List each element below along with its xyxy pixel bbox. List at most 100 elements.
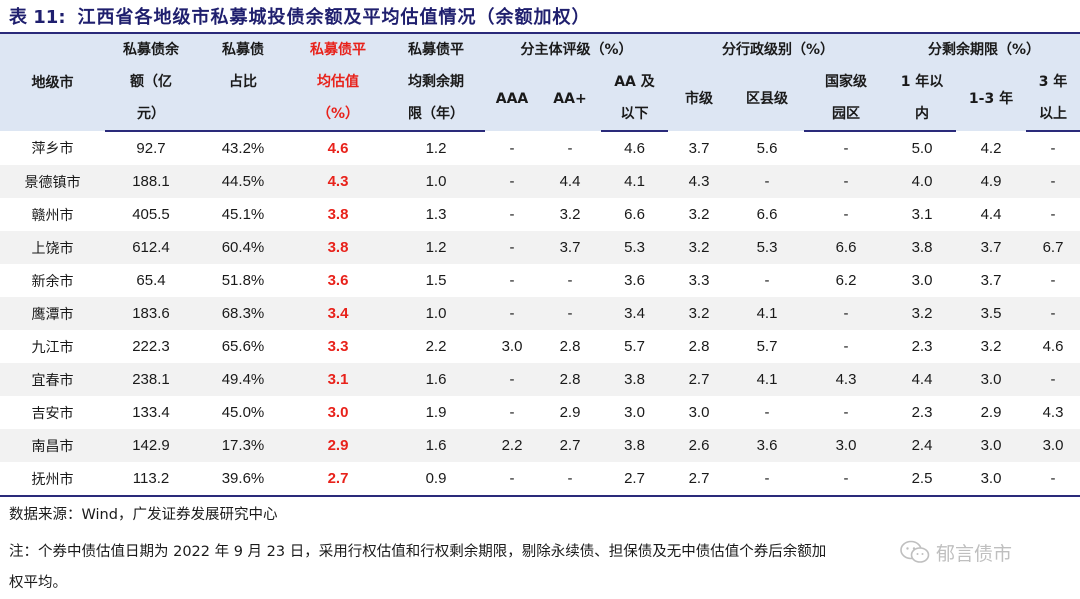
table-cell: - <box>539 297 601 330</box>
table-cell: 5.0 <box>911 140 933 157</box>
table-row: 萍乡市 92.7 43.2% 4.6 1.2 - - 4.6 3.7 5.6 - 5.0 4.2 - <box>0 131 1080 165</box>
table-cell: 6.7 <box>1026 231 1080 264</box>
header-share: 私募债 占比 <box>197 34 289 98</box>
table-cell: 3.7 <box>980 272 1002 289</box>
table-cell: 4.1 <box>601 165 668 198</box>
table-row: 赣州市 405.5 45.1% 3.8 1.3 - 3.2 6.6 3.2 6.6 - 3.1 4.4 - <box>0 198 1080 231</box>
table-cell: - <box>509 206 515 223</box>
table-cell: 3.0 <box>804 429 888 462</box>
table-cell: 183.6 <box>105 297 197 330</box>
table-cell: 2.5 <box>888 462 956 497</box>
avg-valuation-cell: 3.4 <box>289 297 387 330</box>
table-cell: 4.3 <box>804 363 888 396</box>
city-cell: 南昌市 <box>0 429 105 462</box>
source-note: 数据来源：Wind，广发证券发展研究中心 <box>9 507 278 523</box>
table-cell: 17.3% <box>197 429 289 462</box>
header-city-level: 市级 <box>668 66 730 131</box>
header-share-1: 私募债 <box>222 42 264 58</box>
table-row: 景德镇市 188.1 44.5% 4.3 1.0-4.4 4.1 4.3- -4.0 4.9- <box>0 165 1080 198</box>
table-cell: 45.1% <box>221 206 265 223</box>
header-national-park-2: 园区 <box>804 98 888 132</box>
table-row: 抚州市 113.2 39.6% 2.7 0.9- -2.7 2.7- -2.5 3.0- <box>0 462 1080 497</box>
table-cell: 3.4 <box>601 297 668 330</box>
table-row: 南昌市 142.9 17.3% 2.9 1.6 2.2 2.7 3.8 2.6 3.6 3.0 2.4… <box>0 429 1080 462</box>
header-within-1y-2: 内 <box>888 98 956 132</box>
table-cell: 1.2 <box>387 231 485 264</box>
table-cell: 49.4% <box>197 363 289 396</box>
table-cell: - <box>1050 206 1056 223</box>
city-cell: 赣州市 <box>31 207 74 224</box>
table-cell: 2.8 <box>539 363 601 396</box>
table-cell: 405.5 <box>132 206 170 223</box>
city-cell: 吉安市 <box>31 405 74 422</box>
header-group-admin: 分行政级别（%） <box>668 34 888 66</box>
table-cell: 6.6 <box>756 206 778 223</box>
table-cell: 45.0% <box>221 404 265 421</box>
header-group-rating: 分主体评级（%） <box>485 34 668 66</box>
header-avg-term-3: 限（年） <box>387 98 485 132</box>
footnote-line-1: 注：个券中债估值日期为 2022 年 9 月 23 日，采用行权估值和行权剩余期… <box>9 544 827 560</box>
table-cell: 3.0 <box>688 404 710 421</box>
table-cell: 2.7 <box>601 462 668 497</box>
table-cell: - <box>509 272 515 289</box>
table-cell: 1.0 <box>387 297 485 330</box>
table-number: 表 11: <box>9 7 66 28</box>
table-row: 吉安市 133.4 45.0% 3.0 1.9 - 2.9 3.0 3.0 - - 2.3 2.9 4.3 <box>0 396 1080 429</box>
table-cell: 4.9 <box>956 165 1026 198</box>
table-cell: 4.3 <box>668 165 730 198</box>
table-cell: - <box>804 165 888 198</box>
table-cell: 5.6 <box>756 139 778 157</box>
table-cell: 4.6 <box>624 140 645 157</box>
table-cell: 5.3 <box>601 231 668 264</box>
table-cell: 3.0 <box>624 404 645 421</box>
avg-valuation-cell: 2.7 <box>289 462 387 497</box>
footnote-line-2: 权平均。 <box>9 575 67 591</box>
table-row: 上饶市 612.4 60.4% 3.8 1.2-3.7 5.3 3.2 5.3 6.6 3.8 3.… <box>0 231 1080 264</box>
table-cell: 4.4 <box>888 363 956 396</box>
table-cell: - <box>1050 140 1056 157</box>
table-cell: 0.9 <box>387 462 485 497</box>
table-cell: 1.6 <box>387 363 485 396</box>
table-cell: 2.7 <box>668 462 730 497</box>
table-cell: - <box>567 272 573 289</box>
table-cell: - <box>804 297 888 330</box>
table-cell: 2.2 <box>425 338 447 355</box>
table-cell: 1.0 <box>387 165 485 198</box>
table-cell: - <box>1026 297 1080 330</box>
table-cell: - <box>843 338 849 355</box>
table-cell: - <box>804 462 888 497</box>
table-cell: 3.0 <box>1026 429 1080 462</box>
table-cell: 2.6 <box>668 429 730 462</box>
header-within-1y-1: 1 年以 <box>888 66 956 98</box>
table-cell: 3.0 <box>911 272 933 289</box>
city-cell: 萍乡市 <box>31 141 74 157</box>
table-title: 表 11: 江西省各地级市私募城投债余额及平均估值情况（余额加权） <box>0 0 1080 34</box>
table-cell: 3.3 <box>688 272 710 289</box>
table-cell: 3.2 <box>688 206 710 223</box>
table-cell: 2.3 <box>911 404 933 421</box>
header-avg-term-2: 均剩余期 <box>387 66 485 98</box>
table-cell: 4.0 <box>888 165 956 198</box>
table-cell: 113.2 <box>105 462 197 497</box>
table-cell: - <box>485 297 539 330</box>
table-cell: 3.2 <box>668 297 730 330</box>
table-row: 新余市 65.4 51.8% 3.6 1.5 - - 3.6 3.3 - 6.2 3.0 3.7 - <box>0 264 1080 297</box>
table-cell: - <box>1026 165 1080 198</box>
table-row: 宜春市 238.1 49.4% 3.1 1.6-2.8 3.8 2.7 4.1 4.3 4.4 3.… <box>0 363 1080 396</box>
table-cell: 2.7 <box>668 363 730 396</box>
table-cell: 2.8 <box>688 338 710 355</box>
table-cell: - <box>485 231 539 264</box>
table-cell: 65.6% <box>221 338 265 355</box>
table-cell: 3.0 <box>956 363 1026 396</box>
table-cell: 1.9 <box>425 404 447 421</box>
header-balance-2: 额（亿 <box>105 66 197 98</box>
table-cell: 92.7 <box>136 140 166 157</box>
avg-valuation-cell: 4.3 <box>289 165 387 198</box>
table-cell: 4.1 <box>730 363 804 396</box>
table-cell: 3.2 <box>980 338 1002 355</box>
table-cell: 1.3 <box>425 206 447 223</box>
table-cell: - <box>509 139 515 157</box>
header-county-level: 区县级 <box>730 66 804 131</box>
header-avg-val-3: （%） <box>289 98 387 132</box>
header-group-term: 分剩余期限（%） <box>888 34 1080 66</box>
